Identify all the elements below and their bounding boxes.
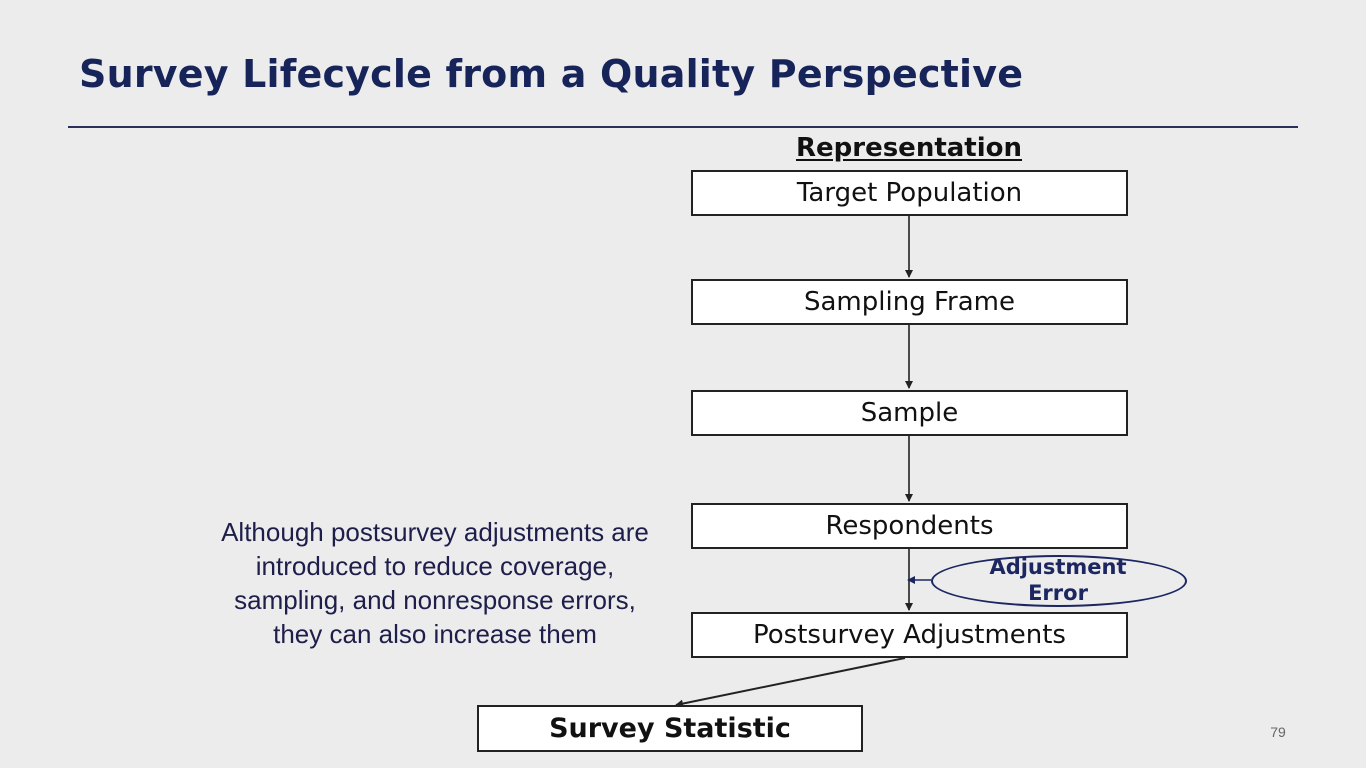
adjustment-error-label: Adjustment Error — [958, 554, 1158, 606]
step-respondents: Respondents — [691, 503, 1128, 549]
adjustment-note: Although postsurvey adjustments are intr… — [190, 515, 680, 651]
note-line-3: sampling, and nonresponse errors, — [234, 585, 636, 615]
page-number: 79 — [1270, 724, 1286, 740]
adjustment-error-line2: Error — [1028, 581, 1088, 605]
adjustment-error-line1: Adjustment — [989, 555, 1127, 579]
survey-statistic-box: Survey Statistic — [477, 705, 863, 752]
arrow-adjustments-to-statistic — [675, 657, 906, 708]
title-divider — [68, 126, 1298, 128]
note-line-1: Although postsurvey adjustments are — [221, 517, 649, 547]
representation-heading: Representation — [795, 133, 1023, 163]
step-sample: Sample — [691, 390, 1128, 436]
step-target-population: Target Population — [691, 170, 1128, 216]
step-sampling-frame: Sampling Frame — [691, 279, 1128, 325]
note-line-4: they can also increase them — [273, 619, 597, 649]
slide-title: Survey Lifecycle from a Quality Perspect… — [79, 52, 1024, 96]
adjustment-error-ellipse — [931, 555, 1187, 607]
step-postsurvey-adjustments: Postsurvey Adjustments — [691, 612, 1128, 658]
note-line-2: introduced to reduce coverage, — [255, 551, 615, 581]
